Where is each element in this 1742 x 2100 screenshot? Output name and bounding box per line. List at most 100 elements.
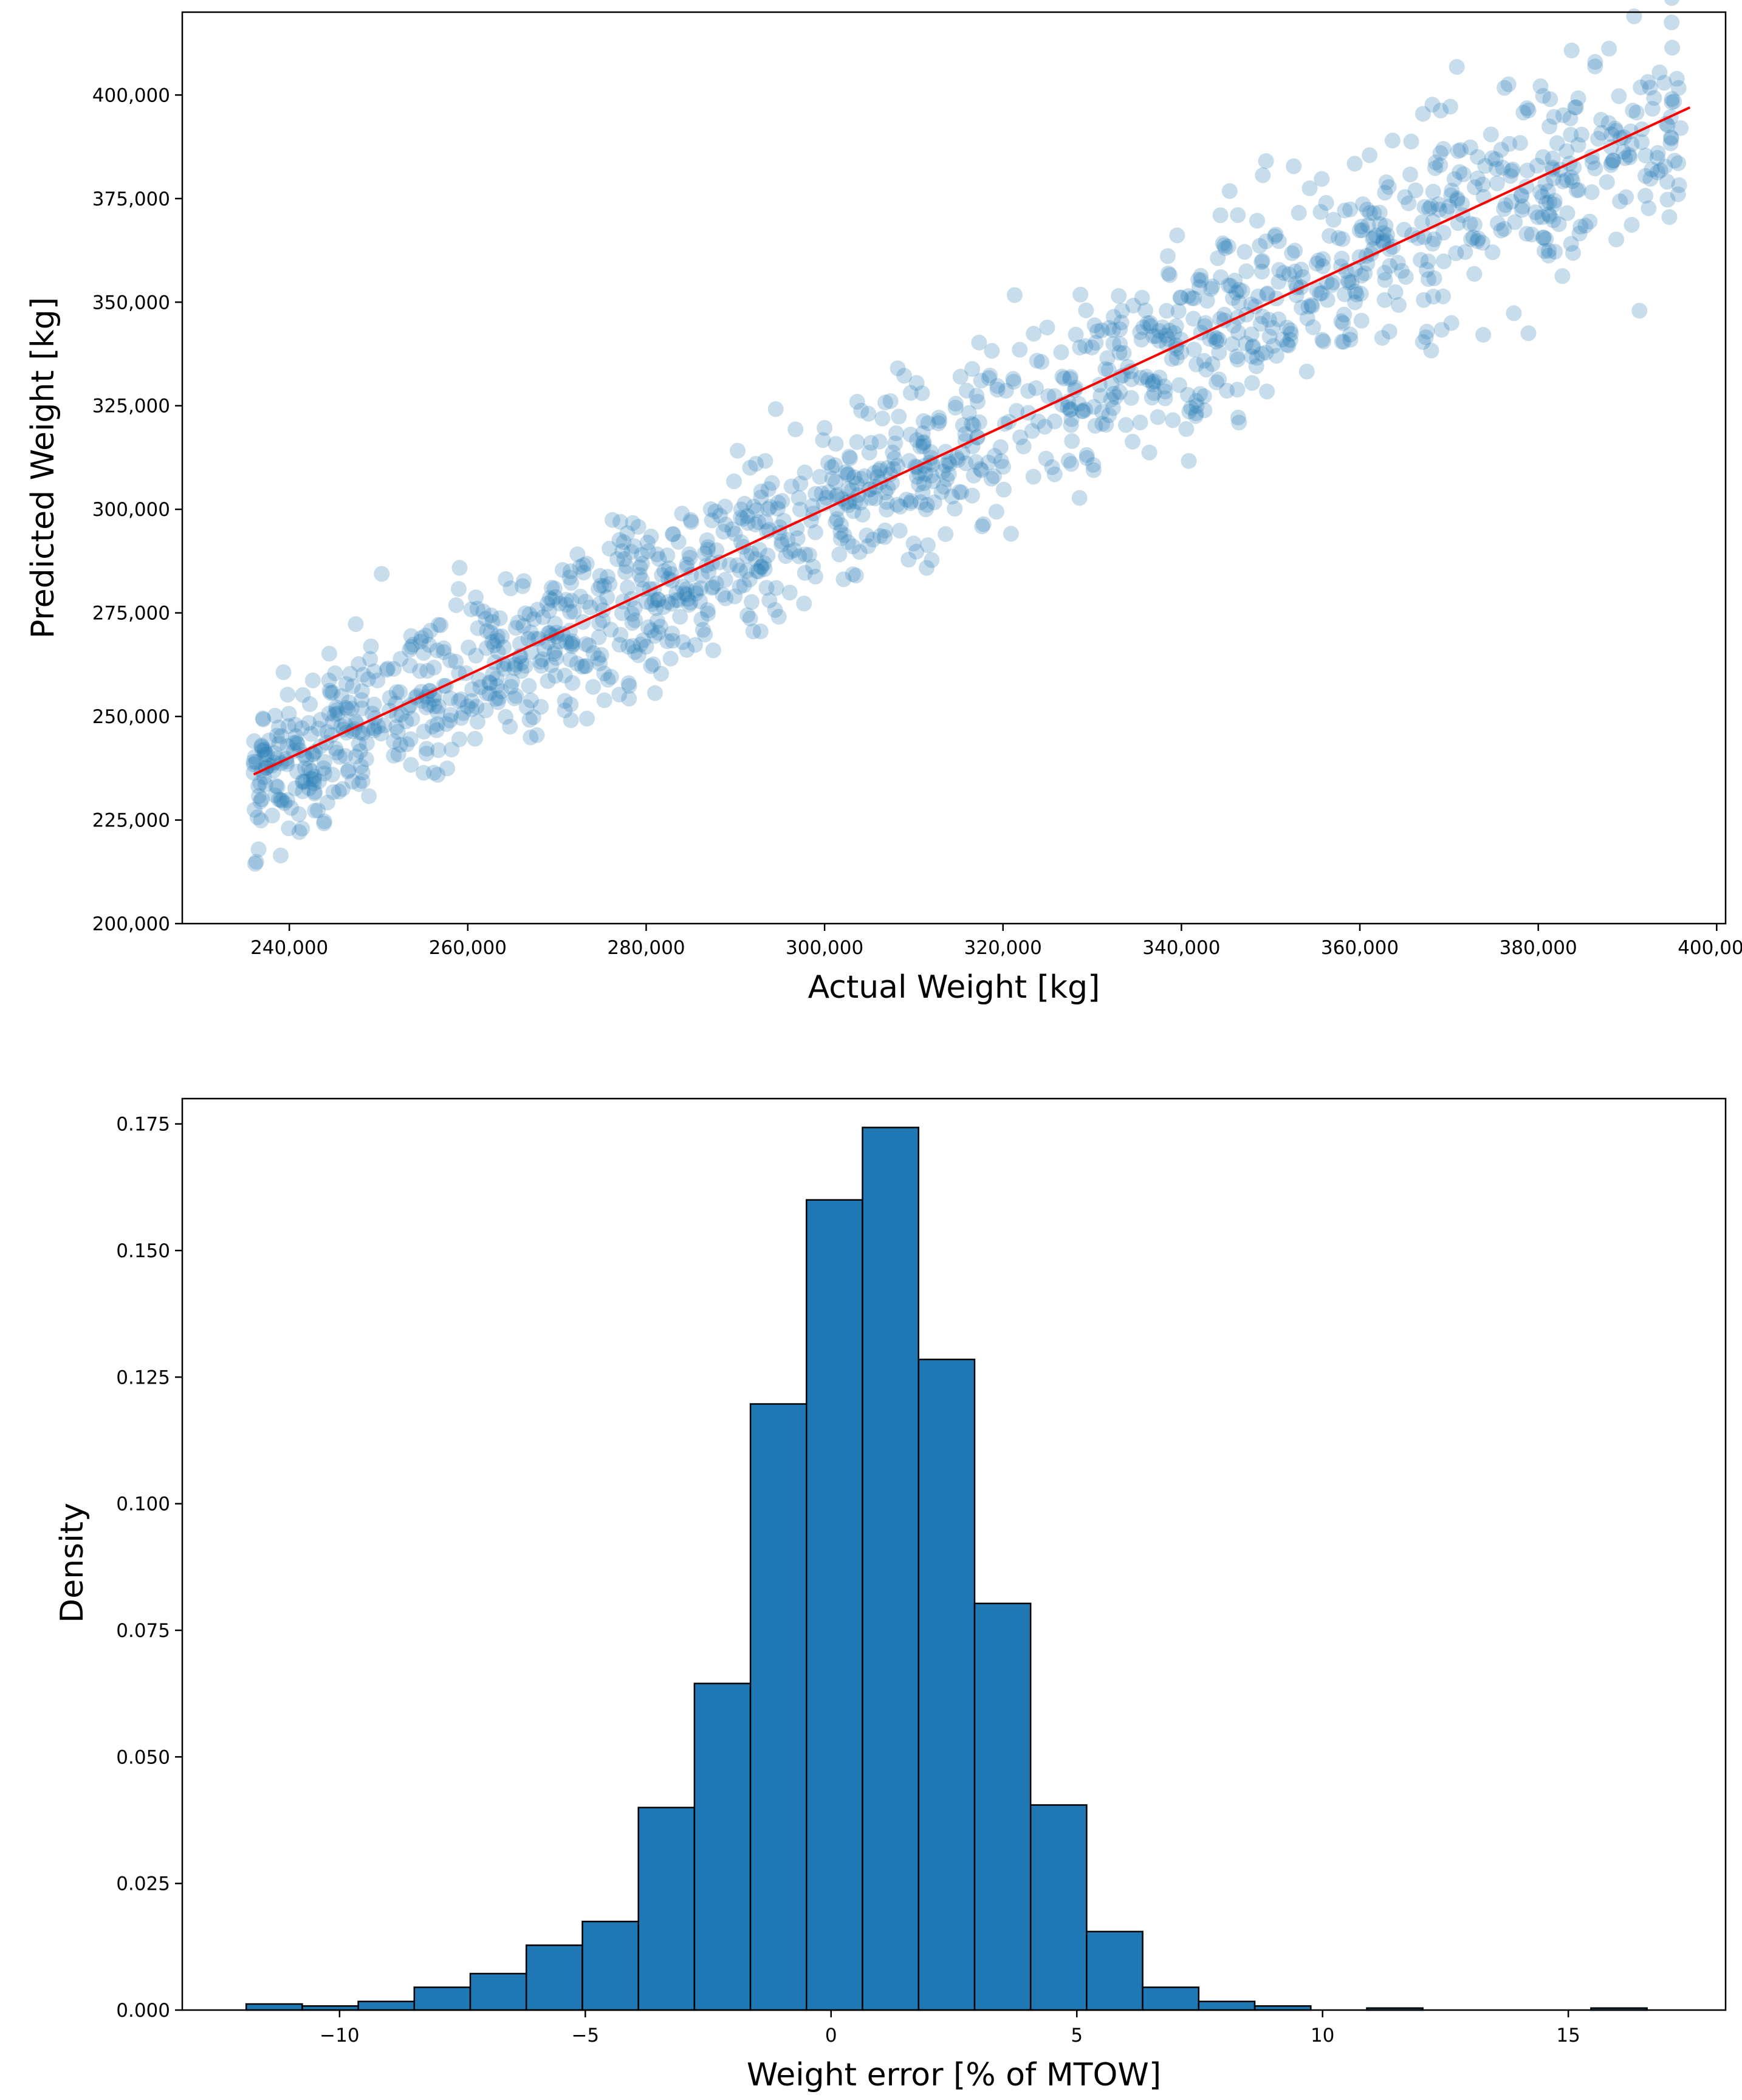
scatter-point [743,545,760,561]
scatter-point [624,606,640,622]
scatter-point [1362,147,1378,163]
scatter-point [676,585,693,602]
scatter-point [281,820,297,837]
scatter-point [490,643,506,660]
scatter-point [914,484,931,501]
scatter-point [425,691,442,707]
scatter-point [402,731,419,747]
scatter-point [846,469,862,486]
scatter-point [1253,264,1270,280]
scatter-point [1452,164,1468,180]
scatter-point [1063,456,1080,472]
scatter-point [682,512,699,528]
scatter-point [358,735,375,752]
scatter-point [1538,195,1554,211]
scatter-point [1644,162,1660,177]
scatter-point [1209,330,1225,346]
scatter-x-tick-label: 400,000 [1678,937,1742,959]
scatter-point [1012,429,1029,445]
histogram-bar [357,2000,416,2011]
scatter-point [602,576,618,592]
scatter-point [1215,235,1231,252]
scatter-point [1520,102,1537,118]
scatter-point [506,690,523,707]
scatter-point [1244,375,1260,391]
scatter-point [1535,229,1551,245]
scatter-point [450,581,467,597]
scatter-point [856,468,873,484]
scatter-point [595,612,611,628]
histogram-bar [749,1403,808,2011]
scatter-point [626,538,642,554]
scatter-point [526,611,542,628]
scatter-point [611,687,628,702]
scatter-point [1123,371,1140,388]
scatter-point [1415,106,1431,122]
scatter-point [909,432,925,448]
scatter-point [535,609,551,625]
scatter-point [941,466,957,482]
scatter-point [639,534,656,551]
scatter-point [1230,351,1246,368]
scatter-point [388,719,405,735]
scatter-point [1020,383,1037,399]
scatter-point [1353,267,1370,284]
scatter-point [1159,248,1176,264]
scatter-point [327,665,343,681]
scatter-point [591,629,607,645]
scatter-point [664,625,681,642]
scatter-point [1420,253,1436,270]
scatter-point [269,779,286,795]
scatter-point [290,806,307,822]
scatter-point [463,601,479,617]
scatter-point [386,747,402,764]
scatter-point [1331,230,1346,246]
scatter-point [515,578,531,594]
scatter-point [986,448,1003,464]
histogram-x-tick-label: 0 [825,2025,837,2047]
scatter-point [552,595,568,612]
scatter-point [403,628,419,644]
scatter-point [464,701,480,718]
scatter-point [255,710,271,727]
scatter-point [901,453,917,469]
scatter-point [316,813,332,829]
scatter-point [620,675,637,691]
scatter-point [739,508,756,524]
scatter-point [1112,321,1128,337]
scatter-point [1535,149,1551,165]
scatter-point [468,699,485,715]
scatter-point [254,791,270,808]
scatter-point [1387,284,1404,300]
scatter-point [475,603,492,620]
scatter-point [1442,98,1458,115]
scatter-point [1374,330,1390,346]
scatter-point [334,781,351,797]
scatter-point [600,569,616,585]
scatter-point [761,592,778,608]
scatter-point [551,633,568,650]
scatter-point [1357,265,1373,281]
scatter-point [297,760,313,777]
scatter-point [879,501,895,518]
scatter-point [1230,207,1246,223]
scatter-point [1244,348,1260,365]
histogram-bar [1142,1986,1200,2011]
scatter-point [333,718,349,734]
scatter-point [916,475,932,492]
scatter-point [727,526,743,542]
scatter-point [1005,371,1021,387]
scatter-point [1334,334,1350,350]
scatter-point [989,382,1006,398]
scatter-point [1132,414,1148,431]
scatter-point [739,607,756,623]
scatter-point [1024,423,1040,439]
scatter-point [643,596,660,612]
scatter-point [757,513,773,530]
scatter-point [1196,388,1212,405]
scatter-point [1186,290,1202,307]
scatter-point [1626,8,1642,24]
scatter-point [1571,225,1588,242]
scatter-point [1443,315,1459,331]
scatter-point [533,657,549,674]
